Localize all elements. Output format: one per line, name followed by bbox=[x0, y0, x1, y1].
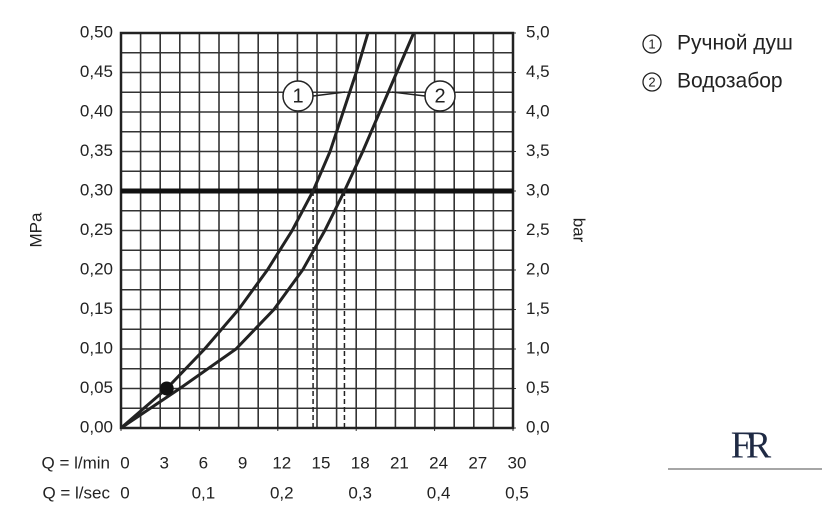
y-tick-label: 0,05 bbox=[80, 378, 113, 397]
y-tick-label: 0,00 bbox=[80, 417, 113, 436]
callout-label: 2 bbox=[434, 85, 445, 107]
x2-tick-label: 0,5 bbox=[505, 483, 529, 502]
x2-tick-label: 0 bbox=[120, 483, 129, 502]
y2-tick-label: 0,5 bbox=[526, 378, 550, 397]
legend-marker bbox=[642, 72, 662, 92]
y2-tick-label: 3,0 bbox=[526, 180, 550, 199]
highlight-point bbox=[159, 381, 174, 396]
x-tick-label: 21 bbox=[390, 453, 409, 472]
x-tick-label: 18 bbox=[351, 453, 370, 472]
logo: FR bbox=[731, 425, 772, 467]
legend-marker-label: 2 bbox=[648, 74, 655, 89]
legend-marker-label: 1 bbox=[648, 36, 655, 51]
x-tick-label: 6 bbox=[199, 453, 208, 472]
y-tick-label: 0,45 bbox=[80, 62, 113, 81]
callout-label: 1 bbox=[292, 85, 303, 107]
x-tick-label: 12 bbox=[272, 453, 291, 472]
y2-tick-label: 4,0 bbox=[526, 101, 550, 120]
series-line bbox=[120, 32, 370, 430]
x-tick-label: 27 bbox=[468, 453, 487, 472]
y-tick-label: 0,50 bbox=[80, 22, 113, 41]
x-axis-label: Q = l/min bbox=[42, 453, 111, 472]
y-tick-label: 0,10 bbox=[80, 338, 113, 357]
callout-line bbox=[312, 91, 346, 97]
y2-tick-label: 1,0 bbox=[526, 338, 550, 357]
y-axis-label: MPa bbox=[26, 212, 45, 248]
x-tick-label: 3 bbox=[159, 453, 168, 472]
x-tick-label: 24 bbox=[429, 453, 448, 472]
legend-label: Водозабор bbox=[677, 70, 783, 93]
y2-tick-label: 3,5 bbox=[526, 141, 550, 160]
x2-tick-label: 0,4 bbox=[427, 483, 451, 502]
x-tick-label: 0 bbox=[120, 453, 129, 472]
x2-tick-label: 0,1 bbox=[192, 483, 216, 502]
y-tick-label: 0,25 bbox=[80, 220, 113, 239]
y2-tick-label: 0,0 bbox=[526, 417, 550, 436]
series-line bbox=[120, 32, 416, 430]
callout-line bbox=[391, 91, 426, 97]
y-tick-label: 0,15 bbox=[80, 299, 113, 318]
y2-tick-label: 4,5 bbox=[526, 62, 550, 81]
callout-circle bbox=[282, 80, 314, 112]
plot-frame bbox=[119, 31, 515, 430]
y-tick-label: 0,20 bbox=[80, 259, 113, 278]
legend-marker bbox=[642, 34, 662, 54]
y2-axis-label: bar bbox=[570, 218, 589, 243]
x2-tick-label: 0,3 bbox=[348, 483, 372, 502]
x2-axis-label: Q = l/sec bbox=[42, 483, 110, 502]
x-tick-label: 15 bbox=[312, 453, 331, 472]
y2-tick-label: 2,0 bbox=[526, 259, 550, 278]
callout-circle bbox=[424, 80, 456, 112]
legend-label: Ручной душ bbox=[677, 32, 793, 55]
y-tick-label: 0,30 bbox=[80, 180, 113, 199]
x-tick-label: 9 bbox=[238, 453, 247, 472]
x-tick-label: 30 bbox=[508, 453, 527, 472]
y2-tick-label: 2,5 bbox=[526, 220, 550, 239]
y-tick-label: 0,35 bbox=[80, 141, 113, 160]
x2-tick-label: 0,2 bbox=[270, 483, 294, 502]
y2-tick-label: 1,5 bbox=[526, 299, 550, 318]
y2-tick-label: 5,0 bbox=[526, 22, 550, 41]
y-tick-label: 0,40 bbox=[80, 101, 113, 120]
